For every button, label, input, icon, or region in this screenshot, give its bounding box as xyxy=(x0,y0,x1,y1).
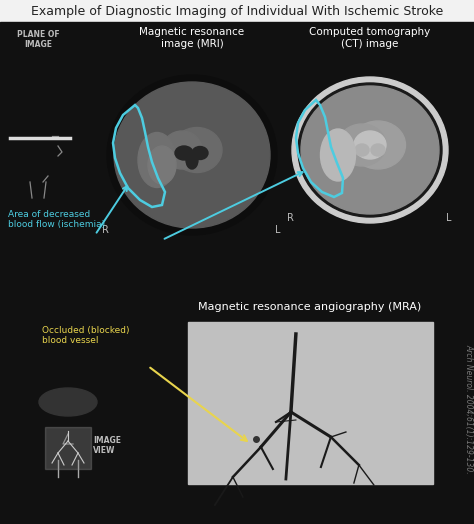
Ellipse shape xyxy=(172,127,222,172)
Text: L: L xyxy=(446,213,452,223)
Text: Example of Diagnostic Imaging of Individual With Ischemic Stroke: Example of Diagnostic Imaging of Individ… xyxy=(31,5,443,17)
Ellipse shape xyxy=(192,147,208,159)
Bar xyxy=(0,22,474,294)
Ellipse shape xyxy=(39,388,97,416)
Ellipse shape xyxy=(175,146,193,160)
Bar xyxy=(0,0,474,22)
Ellipse shape xyxy=(162,131,202,169)
Text: R: R xyxy=(287,213,294,223)
Text: Area of decreased
blood flow (ischemia): Area of decreased blood flow (ischemia) xyxy=(8,210,105,230)
Text: R: R xyxy=(102,225,109,235)
Text: L: L xyxy=(275,225,281,235)
Text: PLANE OF
IMAGE: PLANE OF IMAGE xyxy=(17,30,59,49)
Text: Magnetic resonance
image (MRI): Magnetic resonance image (MRI) xyxy=(139,27,245,49)
Text: Occluded (blocked)
blood vessel: Occluded (blocked) blood vessel xyxy=(42,326,129,345)
Ellipse shape xyxy=(107,75,277,235)
Ellipse shape xyxy=(301,86,439,214)
Ellipse shape xyxy=(148,146,176,184)
Text: Computed tomography
(CT) image: Computed tomography (CT) image xyxy=(310,27,430,49)
Bar xyxy=(45,427,91,469)
Ellipse shape xyxy=(320,129,356,181)
Ellipse shape xyxy=(355,144,369,156)
Ellipse shape xyxy=(138,133,176,188)
Text: IMAGE
VIEW: IMAGE VIEW xyxy=(93,436,121,455)
Ellipse shape xyxy=(186,151,198,169)
Ellipse shape xyxy=(371,144,385,156)
Ellipse shape xyxy=(354,131,386,159)
Bar xyxy=(45,427,91,469)
Bar xyxy=(0,294,474,524)
Ellipse shape xyxy=(292,77,448,223)
Bar xyxy=(188,322,433,484)
Text: Magnetic resonance angiography (MRA): Magnetic resonance angiography (MRA) xyxy=(199,302,422,312)
Ellipse shape xyxy=(350,121,405,169)
Bar xyxy=(188,322,433,484)
Ellipse shape xyxy=(338,124,386,166)
Text: Arch Neurol. 2004;61(1):129-130.: Arch Neurol. 2004;61(1):129-130. xyxy=(465,344,474,474)
Ellipse shape xyxy=(114,82,270,228)
Ellipse shape xyxy=(298,83,442,217)
